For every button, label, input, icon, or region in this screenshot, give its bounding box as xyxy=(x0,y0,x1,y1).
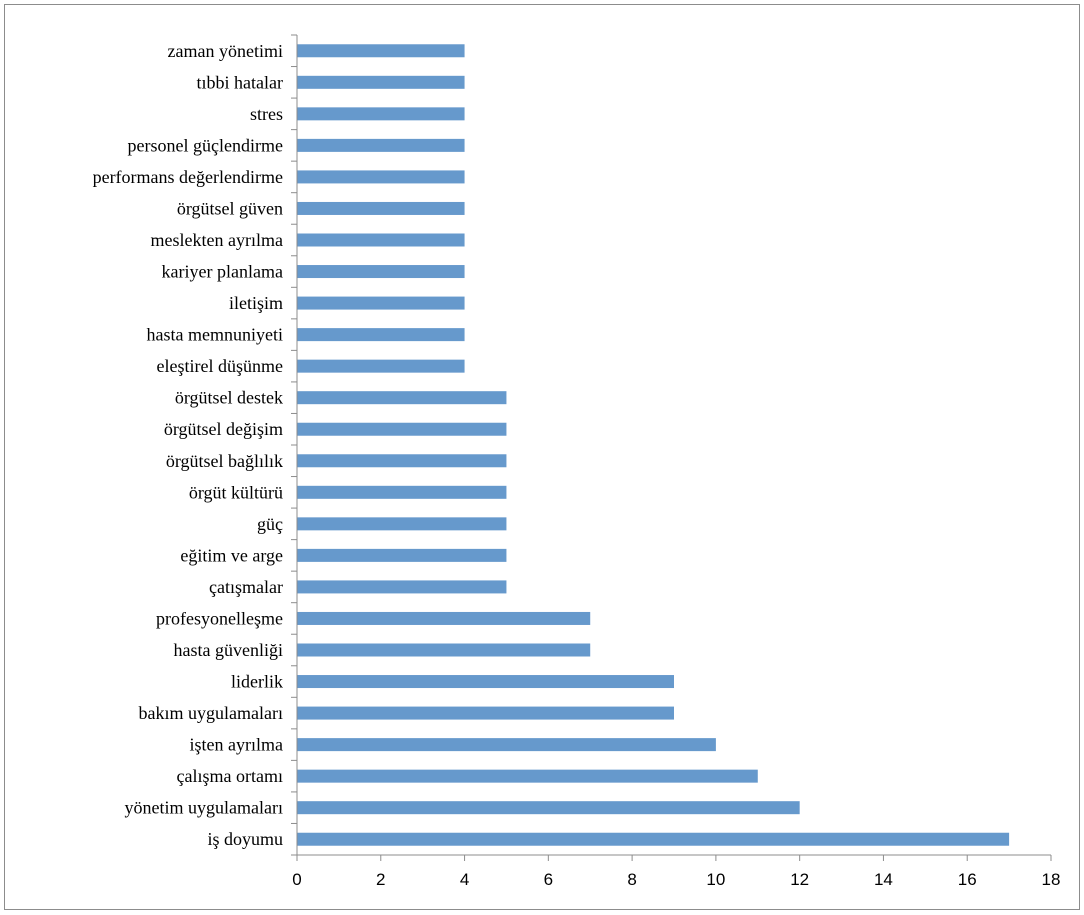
category-label: bakım uygulamaları xyxy=(139,703,283,723)
category-label: örgütsel değişim xyxy=(164,419,283,439)
chart-frame: zaman yönetimi tıbbi hatalar stres personel… xyxy=(4,4,1080,910)
x-tick-label: 18 xyxy=(1042,870,1061,889)
bar xyxy=(297,517,507,531)
bar xyxy=(297,580,507,594)
bar xyxy=(297,801,800,815)
category-label: eğitim ve arge xyxy=(180,545,283,565)
x-tick-label: 14 xyxy=(874,870,893,889)
bar xyxy=(297,422,507,436)
bar xyxy=(297,548,507,562)
category-label: çalışma ortamı xyxy=(177,766,283,786)
x-tick-label: 8 xyxy=(627,870,636,889)
category-label: örgüt kültürü xyxy=(189,482,283,502)
bar xyxy=(297,454,507,468)
bar xyxy=(297,44,465,58)
category-label: iletişim xyxy=(229,293,283,313)
category-label: personel güçlendirme xyxy=(128,135,283,155)
bar xyxy=(297,201,465,215)
bar-chart: zaman yönetimi tıbbi hatalar stres personel… xyxy=(93,34,1061,889)
bar xyxy=(297,391,507,405)
category-label: kariyer planlama xyxy=(162,262,283,282)
bar xyxy=(297,832,1010,846)
bar xyxy=(297,485,507,499)
category-label: hasta memnuniyeti xyxy=(147,325,283,345)
category-label: güç xyxy=(257,514,283,534)
category-label: örgütsel destek xyxy=(175,388,283,408)
x-tick-label: 4 xyxy=(460,870,469,889)
bar xyxy=(297,75,465,89)
x-tick-label: 16 xyxy=(958,870,977,889)
category-label: tıbbi hatalar xyxy=(197,72,283,92)
bar xyxy=(297,296,465,310)
category-label: yönetim uygulamaları xyxy=(125,798,283,818)
bar xyxy=(297,643,591,657)
category-label: performans değerlendirme xyxy=(93,167,283,187)
bar xyxy=(297,328,465,342)
bar xyxy=(297,675,674,689)
bar xyxy=(297,769,758,783)
bar xyxy=(297,265,465,279)
category-label: profesyonelleşme xyxy=(156,608,283,628)
category-label: çatışmalar xyxy=(209,577,283,597)
bar xyxy=(297,359,465,373)
category-label: liderlik xyxy=(231,672,283,692)
x-tick-label: 2 xyxy=(376,870,385,889)
category-label: örgütsel bağlılık xyxy=(166,451,283,471)
bar xyxy=(297,611,591,625)
bar xyxy=(297,738,716,752)
category-label: işten ayrılma xyxy=(190,735,283,755)
bar xyxy=(297,170,465,184)
bar xyxy=(297,706,674,720)
category-label: iş doyumu xyxy=(207,829,283,849)
x-tick-label: 10 xyxy=(706,870,725,889)
bar xyxy=(297,138,465,152)
x-tick-label: 0 xyxy=(292,870,301,889)
category-label: eleştirel düşünme xyxy=(157,356,283,376)
category-label: stres xyxy=(250,104,283,124)
x-tick-label: 6 xyxy=(544,870,553,889)
category-label: zaman yönetimi xyxy=(168,41,283,61)
category-label: hasta güvenliği xyxy=(174,640,283,660)
category-label: örgütsel güven xyxy=(177,198,283,218)
category-label: meslekten ayrılma xyxy=(151,230,283,250)
bar xyxy=(297,107,465,121)
x-tick-label: 12 xyxy=(790,870,809,889)
bar xyxy=(297,233,465,247)
